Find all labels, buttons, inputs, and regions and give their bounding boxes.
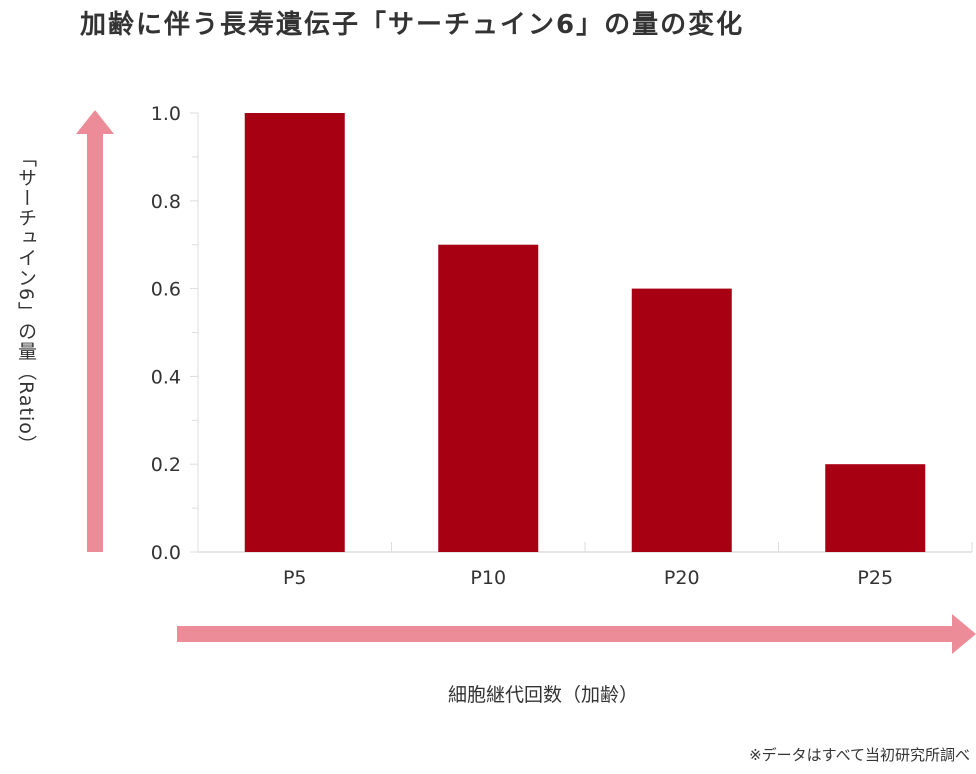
- x-axis-arrow-shaft: [177, 626, 953, 642]
- y-tick-label: 0.4: [151, 366, 181, 388]
- y-tick-label: 1.0: [151, 103, 181, 125]
- chart-title: 加齢に伴う長寿遺伝子「サーチュイン6」の量の変化: [80, 10, 745, 40]
- y-tick-label: 0.8: [151, 191, 181, 213]
- y-axis-arrow-shaft: [87, 134, 103, 552]
- bars: [244, 113, 926, 552]
- x-tick-label: P20: [664, 567, 700, 589]
- labels: 0.0 0.2 0.4 0.6 0.8 1.0 P5 P10 P20 P25: [151, 103, 893, 589]
- bar-p5: [244, 113, 345, 552]
- x-tick-label: P25: [857, 567, 893, 589]
- bar-p20: [631, 288, 732, 552]
- x-axis-label: 細胞継代回数（加齢）: [447, 684, 638, 706]
- source-note: ※データはすべて当初研究所調べ: [749, 746, 970, 764]
- x-tick-label: P10: [470, 567, 506, 589]
- y-tick-label: 0.2: [151, 454, 181, 476]
- x-tick-label: P5: [283, 567, 307, 589]
- y-tick-label: 0.6: [151, 279, 181, 301]
- y-tick-label: 0.0: [151, 542, 181, 564]
- x-axis-arrow-head: [952, 614, 976, 654]
- y-axis-label: 「サーチュイン6」の量（Ratio）: [15, 148, 37, 455]
- bar-p25: [825, 464, 926, 552]
- axis-arrows: [76, 110, 976, 654]
- bar-p10: [438, 244, 539, 552]
- y-axis-arrow-head: [76, 110, 114, 134]
